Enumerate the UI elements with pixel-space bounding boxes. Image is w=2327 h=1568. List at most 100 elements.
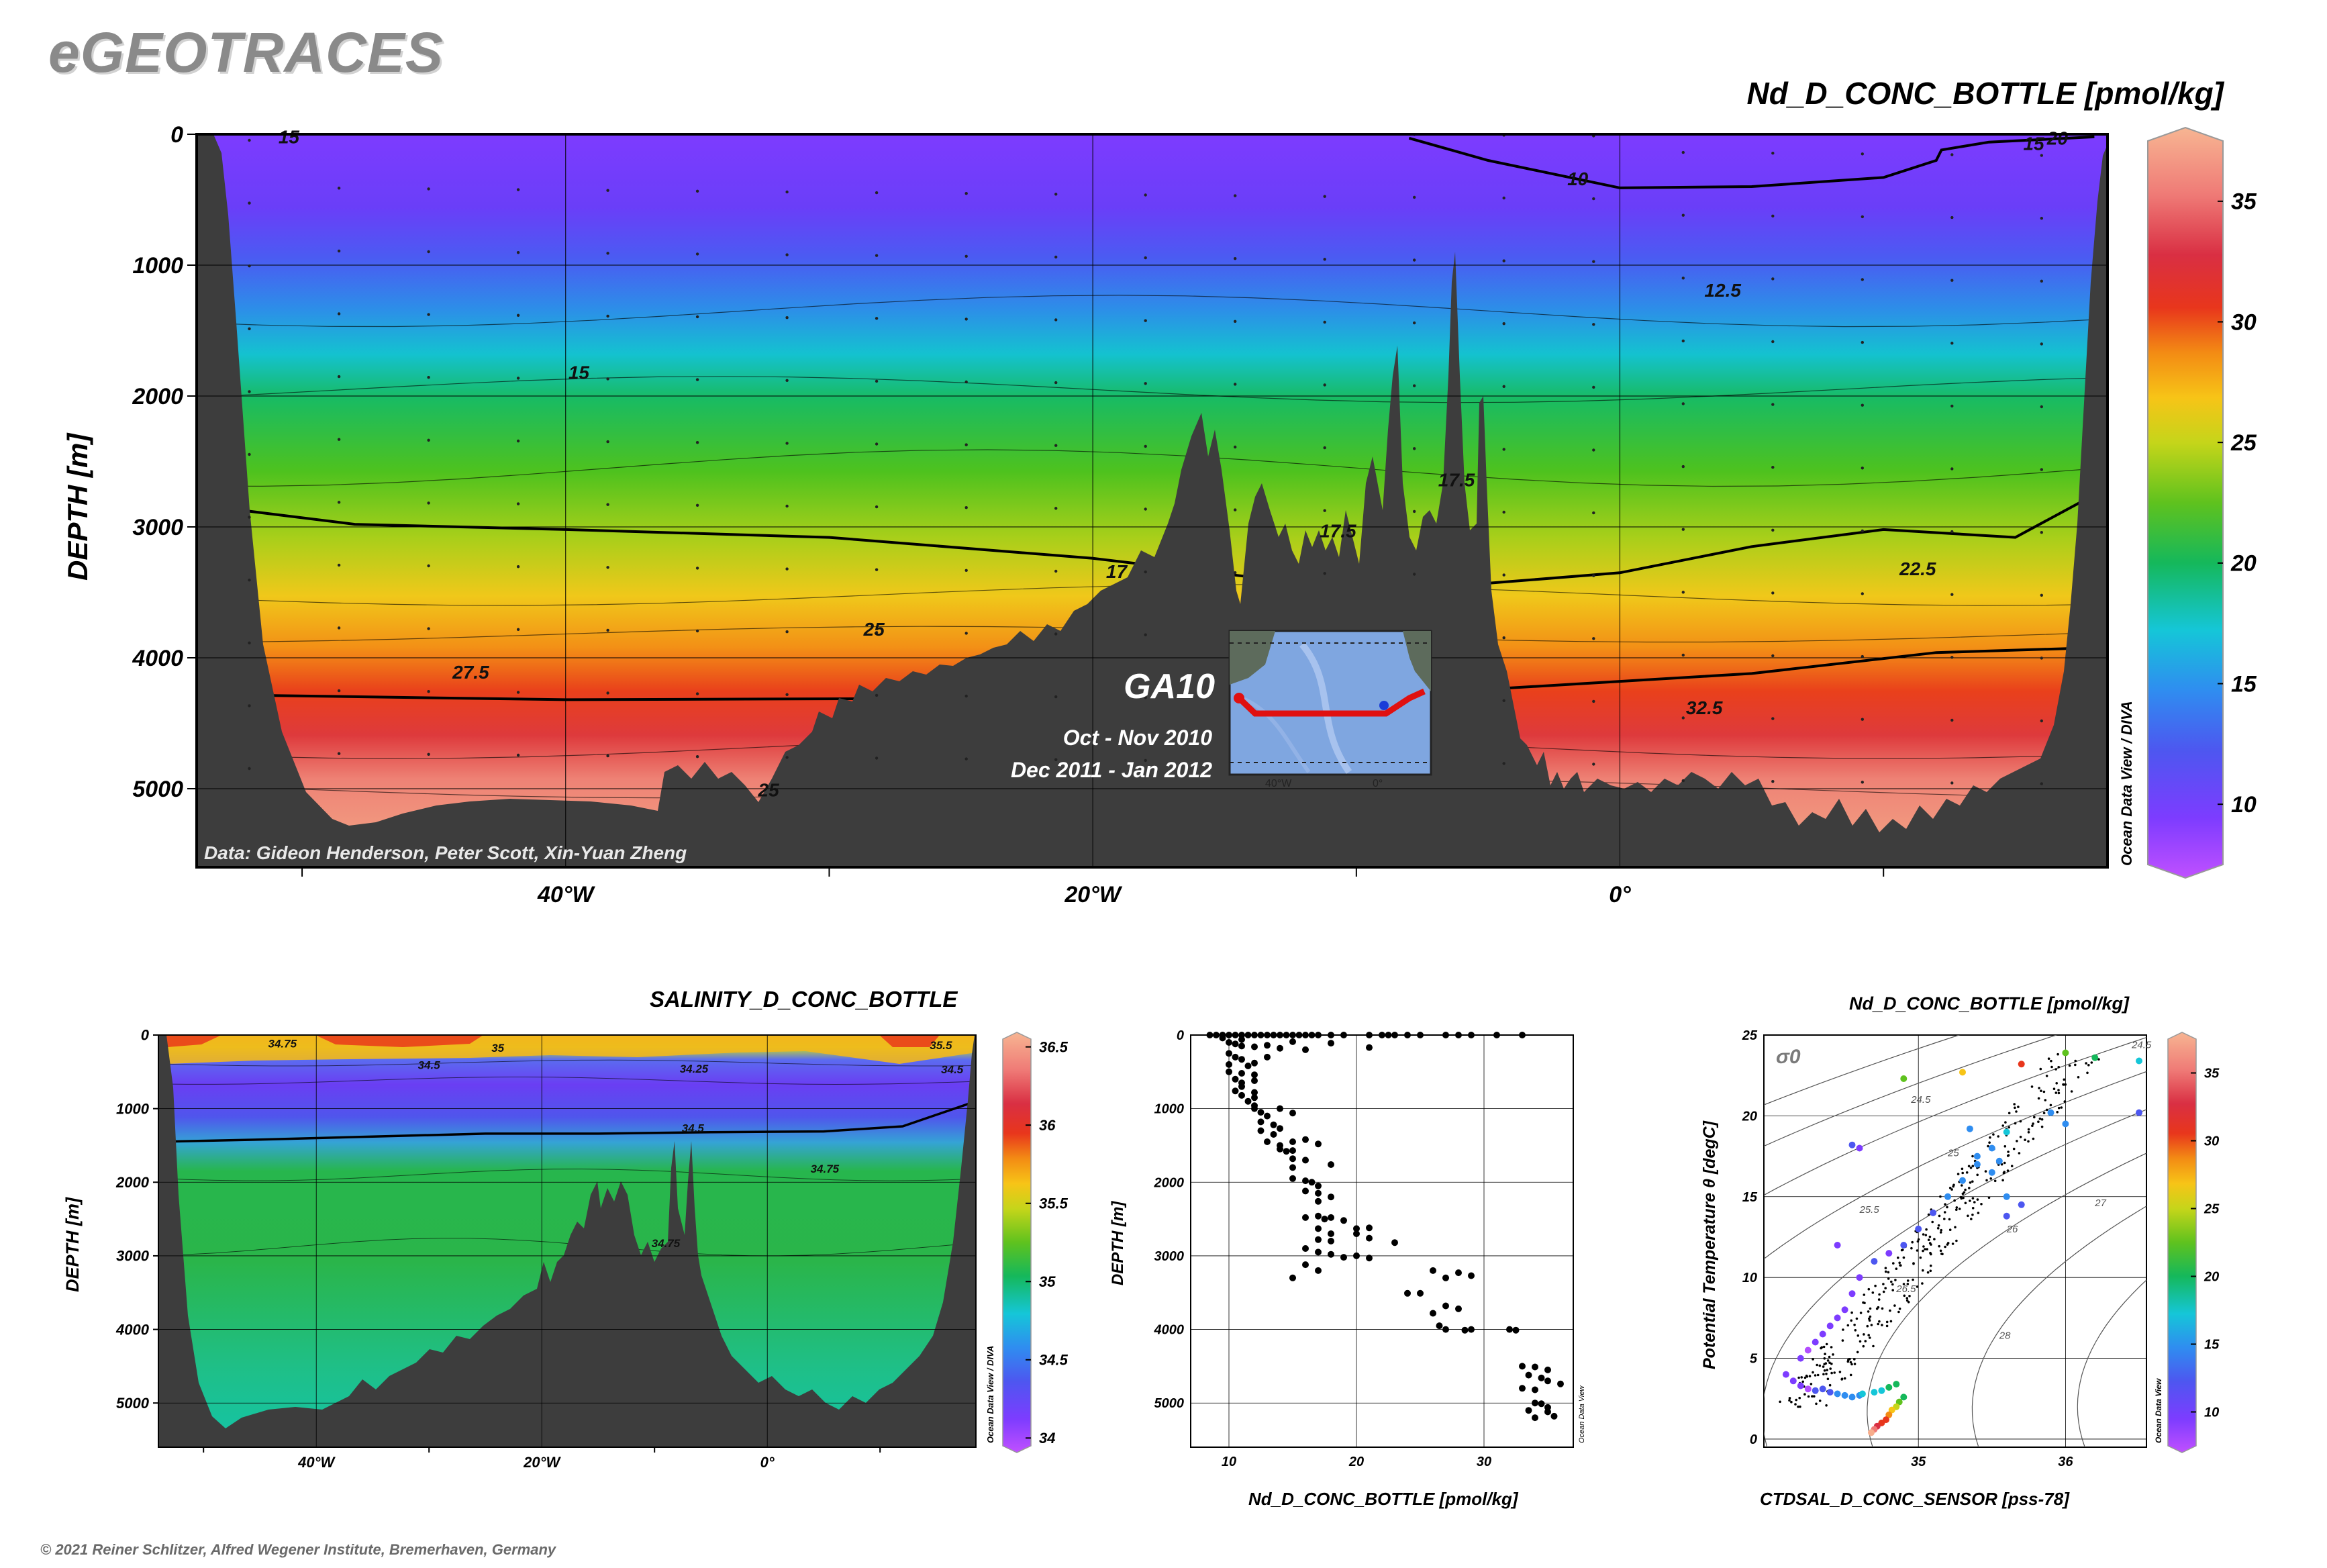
ctd-point xyxy=(1948,1218,1951,1221)
station-sample xyxy=(1144,193,1147,197)
profile-point xyxy=(1315,1189,1322,1197)
profile-point xyxy=(1226,1039,1232,1046)
ctd-point xyxy=(1822,1365,1825,1368)
ctd-point xyxy=(1864,1340,1867,1342)
profile-point xyxy=(1417,1032,1424,1038)
station-sample xyxy=(248,264,251,268)
ctd-point xyxy=(2008,1112,2011,1115)
station-sample xyxy=(1054,318,1058,322)
profile-point xyxy=(1270,1131,1277,1138)
station-sample xyxy=(964,757,968,761)
profile-point xyxy=(1264,1042,1271,1049)
ctd-point xyxy=(2047,1057,2050,1060)
salinity-section-plot: 34.75 35 34.5 34.25 34.5 34.75 34.75 35.5 34.5 4… xyxy=(115,1027,977,1471)
station-sample xyxy=(695,378,699,381)
ctd-point xyxy=(1801,1380,1804,1383)
ctd-point xyxy=(1868,1317,1871,1320)
ctd-point xyxy=(1826,1359,1830,1362)
ctd-point xyxy=(2002,1171,2006,1175)
nd-sample-point xyxy=(1804,1385,1812,1393)
profile-point xyxy=(1328,1238,1334,1244)
station-sample xyxy=(1681,277,1685,280)
station-sample xyxy=(1502,259,1505,262)
isopycnal-line xyxy=(1867,1153,2146,1447)
ctd-point xyxy=(1976,1198,1979,1201)
ctd-point xyxy=(1816,1373,1820,1377)
station-sample xyxy=(606,189,609,192)
profile-point xyxy=(1442,1032,1449,1038)
station-sample xyxy=(1950,279,1954,282)
nd-sample-point xyxy=(1973,1153,1981,1160)
profile-point xyxy=(1315,1197,1322,1205)
ctd-point xyxy=(1889,1309,1891,1312)
profile-point xyxy=(1289,1110,1296,1117)
isopycnal-line xyxy=(1971,1206,2146,1447)
profile-point xyxy=(1277,1125,1283,1132)
ctd-point xyxy=(1884,1270,1887,1273)
isopycnal-label: 24.5 xyxy=(2131,1039,2152,1050)
ctd-point xyxy=(1992,1133,1995,1136)
ctd-point xyxy=(1825,1373,1828,1375)
ctd-point xyxy=(1779,1400,1781,1404)
profile-point xyxy=(1544,1366,1551,1373)
ctd-point xyxy=(1849,1373,1852,1377)
nd-sample-point xyxy=(2003,1212,2010,1220)
ctd-point xyxy=(1843,1377,1846,1380)
station-sample xyxy=(964,254,968,258)
station-sample xyxy=(1502,510,1505,514)
ctd-point xyxy=(1833,1371,1836,1374)
ctd-point xyxy=(1890,1280,1893,1283)
station-sample xyxy=(1502,196,1505,200)
station-sample xyxy=(516,565,520,569)
colorbar-tick-label: 30 xyxy=(2231,309,2257,335)
ctd-point xyxy=(1971,1214,1974,1216)
ts-colorbar: 10 15 20 25 30 35 Ocean Data View xyxy=(2154,1032,2220,1453)
station-sample xyxy=(1681,339,1685,343)
contour-label: 35 xyxy=(491,1042,504,1055)
colorbar-tick-label: 35 xyxy=(1039,1273,1056,1290)
ctd-point xyxy=(1871,1291,1875,1294)
ctd-point xyxy=(1968,1187,1971,1189)
colorbar-tick-label: 10 xyxy=(2231,792,2257,818)
ctd-point xyxy=(2037,1120,2040,1123)
ctd-point xyxy=(1948,1228,1952,1231)
contour-line xyxy=(197,295,2108,328)
ctd-point xyxy=(1869,1307,1872,1310)
ctd-point xyxy=(2040,1125,2044,1128)
ctd-point xyxy=(1803,1393,1806,1395)
ctd-point xyxy=(1800,1376,1803,1379)
ctd-point xyxy=(1826,1369,1828,1371)
station-sample xyxy=(2040,593,2043,597)
profile-point xyxy=(1455,1032,1462,1038)
ctd-point xyxy=(2057,1066,2060,1069)
contour-label: 34.75 xyxy=(652,1237,681,1250)
ctd-point xyxy=(1830,1363,1833,1365)
ctd-point xyxy=(2042,1112,2046,1114)
station-sample xyxy=(606,566,609,569)
ctd-point xyxy=(1902,1256,1905,1259)
ctd-point xyxy=(2057,1091,2061,1095)
nd-sample-point xyxy=(1995,1157,2003,1165)
ctd-point xyxy=(1969,1167,1973,1169)
station-sample xyxy=(1861,529,1864,533)
ctd-point xyxy=(1936,1227,1940,1230)
station-sample xyxy=(1054,193,1058,196)
ctd-point xyxy=(1881,1307,1884,1310)
profile-point xyxy=(1308,1179,1316,1186)
ts-sigma-label: σ0 xyxy=(1776,1046,1801,1068)
colorbar-tick-label: 35.5 xyxy=(1039,1195,1069,1212)
station-sample xyxy=(337,501,341,504)
ctd-point xyxy=(1814,1374,1817,1377)
station-sample xyxy=(1323,258,1326,261)
contour-label: 34.75 xyxy=(268,1038,297,1050)
ctd-point xyxy=(1993,1179,1997,1183)
profile-point xyxy=(1289,1138,1296,1145)
nd-sample-point xyxy=(2091,1054,2099,1061)
station-sample xyxy=(1861,467,1864,470)
station-sample xyxy=(2040,217,2043,220)
isopycnal-line xyxy=(2077,1279,2146,1447)
station-sample xyxy=(606,628,609,632)
profile-point xyxy=(1315,1248,1322,1256)
ctd-point xyxy=(1856,1351,1859,1354)
contour-line xyxy=(158,1059,976,1067)
